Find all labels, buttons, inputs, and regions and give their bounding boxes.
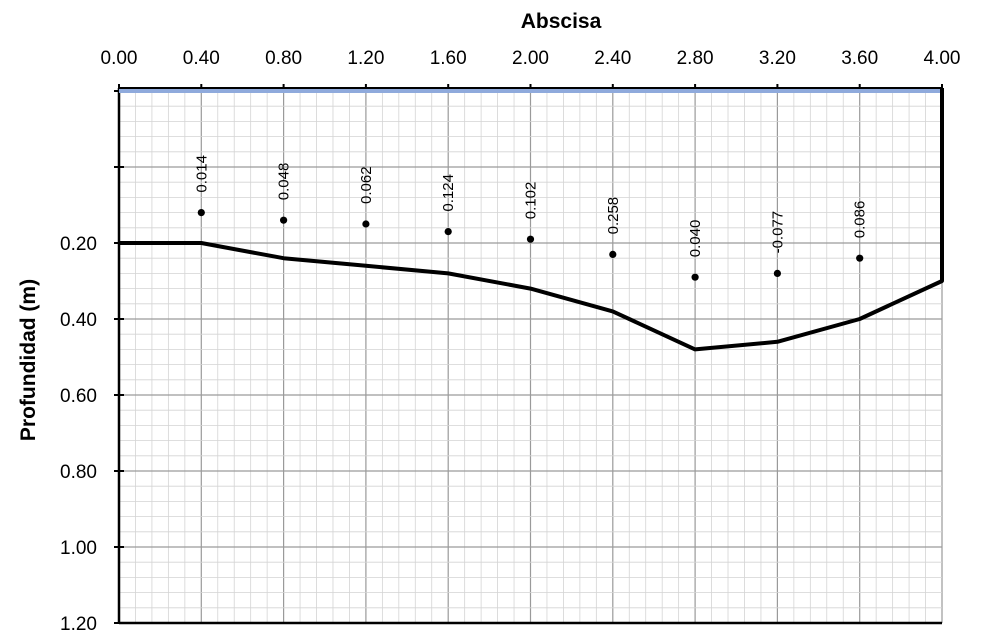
velocity-label: 0.048 <box>276 163 293 201</box>
x-axis-title: Abscisa <box>521 10 602 33</box>
velocity-label: 0.062 <box>358 166 375 204</box>
velocity-label: 0.102 <box>523 182 540 220</box>
y-tick-label: 1.20 <box>60 614 97 635</box>
velocity-label: -0.077 <box>769 211 786 254</box>
x-tick-label: 0.80 <box>265 48 302 69</box>
velocity-label: 0.124 <box>440 174 457 212</box>
x-tick-label: 3.20 <box>759 48 796 69</box>
x-tick-label: 0.40 <box>183 48 220 69</box>
label-layer: 0.00 0.40 0.80 1.20 1.60 2.00 2.40 2.80 3.20 3.60… <box>60 48 960 635</box>
x-tick-label: 2.40 <box>594 48 631 69</box>
y-tick-label: 0.20 <box>60 234 97 255</box>
x-tick-label: 2.00 <box>512 48 549 69</box>
x-tick-label: 1.60 <box>430 48 467 69</box>
velocity-point <box>526 235 535 243</box>
x-tick-label: 0.00 <box>101 48 138 69</box>
series-layer <box>119 88 944 352</box>
velocity-label: 0.086 <box>852 201 869 239</box>
velocity-label: 0.258 <box>605 197 622 235</box>
y-tick-label: 0.80 <box>60 462 97 483</box>
grid-layer <box>118 88 943 624</box>
x-tick-label: 2.80 <box>677 48 714 69</box>
velocity-point <box>773 269 782 277</box>
x-tick-label: 1.20 <box>347 48 384 69</box>
velocity-point <box>856 254 864 262</box>
bed-profile-line <box>119 88 944 352</box>
frame-layer <box>114 84 943 625</box>
velocity-point <box>444 228 452 236</box>
y-axis-title: Profundidad (m) <box>17 279 40 441</box>
velocity-point <box>691 273 699 281</box>
y-tick-label: 0.60 <box>60 386 97 407</box>
velocity-point <box>197 209 205 217</box>
y-tick-label: 1.00 <box>60 538 97 559</box>
velocity-label: 0.040 <box>687 220 704 258</box>
y-tick-label: 0.40 <box>60 310 97 331</box>
velocity-point <box>280 216 288 224</box>
velocity-point <box>362 220 370 228</box>
velocity-label: 0.014 <box>193 155 210 193</box>
x-tick-label: 3.60 <box>841 48 878 69</box>
x-tick-label: 4.00 <box>924 48 961 69</box>
velocity-point <box>609 250 617 258</box>
